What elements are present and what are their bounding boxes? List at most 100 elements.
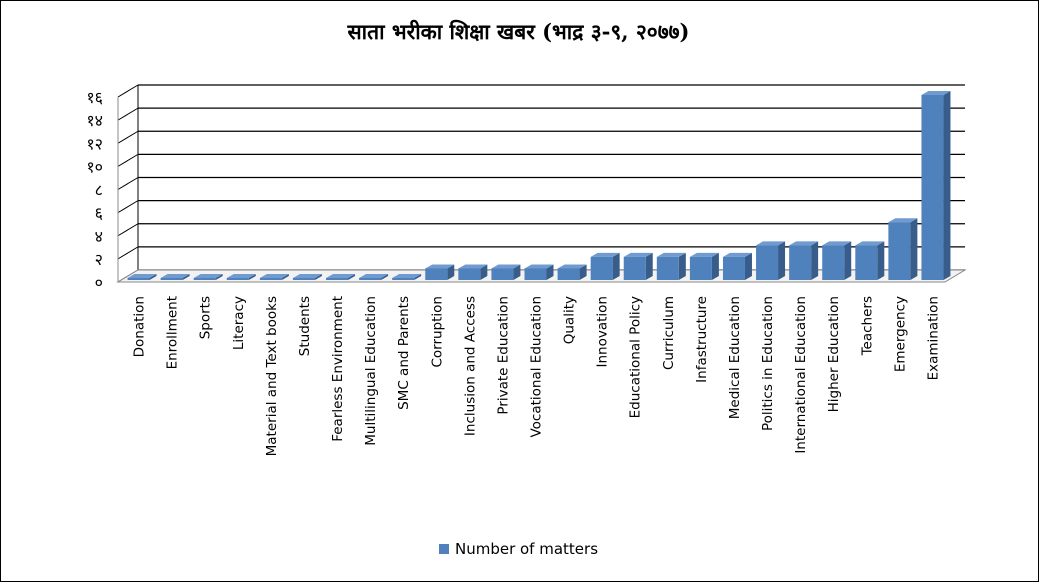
bar-top <box>292 274 322 278</box>
y-tick-label: १४ <box>86 111 103 130</box>
bar-side <box>348 274 356 280</box>
bar <box>524 268 547 280</box>
category-label: International Education <box>793 296 809 454</box>
bar <box>689 256 712 280</box>
category-label: Higher Education <box>826 296 842 412</box>
bar <box>127 278 150 280</box>
gridline-side <box>117 130 139 144</box>
gridline-side <box>117 246 139 260</box>
y-tick-label: १० <box>86 157 103 176</box>
bar-top <box>127 274 157 278</box>
bar-side <box>314 274 322 280</box>
bar-top <box>689 252 719 257</box>
gridline-side <box>117 84 139 98</box>
bar-top <box>822 241 852 246</box>
category-label: Private Education <box>495 296 511 415</box>
bar-top <box>590 252 620 257</box>
category-label: Quality <box>562 296 578 344</box>
bar-side <box>513 264 521 280</box>
bar-side <box>480 264 488 280</box>
y-tick-label: २ <box>95 250 103 269</box>
category-label: Donation <box>132 296 148 357</box>
bar <box>623 256 646 280</box>
bar <box>425 268 448 280</box>
y-tick-label: ४ <box>95 227 103 246</box>
bar-top <box>392 274 422 278</box>
y-tick-label: १२ <box>86 134 103 153</box>
bar-top <box>623 252 653 257</box>
bar-top <box>259 274 289 278</box>
bar-top <box>458 264 488 269</box>
bar-side <box>844 241 852 280</box>
category-label: Sports <box>198 296 214 339</box>
bar <box>193 278 216 280</box>
bar-side <box>877 241 885 280</box>
category-label: Examination <box>925 296 941 380</box>
bar <box>855 245 878 280</box>
bar-side <box>811 241 819 280</box>
bar <box>392 278 415 280</box>
bar <box>160 278 183 280</box>
category-label: Enrollment <box>165 296 181 369</box>
bar-side <box>215 274 223 280</box>
gridline-side <box>117 177 139 190</box>
bar-side <box>910 218 918 280</box>
bar <box>259 278 282 280</box>
category-label: Students <box>297 296 313 356</box>
bar-side <box>612 252 620 280</box>
category-label: Politics in Education <box>760 296 776 431</box>
bar <box>292 278 315 280</box>
gridline-side <box>117 200 139 214</box>
chart-title: साता भरीका शिक्षा खबर (भाद्र ३-९, २०७७) <box>347 19 690 44</box>
bar-side <box>447 264 455 280</box>
category-label: Corruption <box>429 296 445 368</box>
bar <box>226 278 249 280</box>
bar-side <box>579 264 587 280</box>
bar-top <box>524 264 554 269</box>
category-label: Vocational Education <box>529 296 545 438</box>
y-tick-label: ० <box>95 273 103 292</box>
legend-swatch <box>438 544 449 554</box>
bar-chart: ० २ ४ ६ ८ १० १२ १४ १६ Donation Enrollment Sports Lit… <box>86 84 967 456</box>
bar-side <box>943 91 951 280</box>
bar <box>590 256 613 280</box>
legend-label: Number of matters <box>454 540 599 558</box>
bar-side <box>248 274 256 280</box>
bar-side <box>414 274 422 280</box>
y-tick-label: १६ <box>86 88 103 107</box>
bar-side <box>778 241 786 280</box>
bar-side <box>546 264 554 280</box>
bar <box>921 95 944 280</box>
y-tick-label: ६ <box>95 204 103 223</box>
bar-side <box>281 274 289 280</box>
bar-top <box>425 264 455 269</box>
category-label: Literacy <box>231 296 247 350</box>
bar-top <box>491 264 521 269</box>
bar-top <box>326 274 356 278</box>
bar <box>491 268 514 280</box>
bar <box>326 278 349 280</box>
category-label: Material and Text books <box>264 296 280 456</box>
y-tick-label: ८ <box>95 181 103 200</box>
bar <box>888 222 911 280</box>
category-label: Inclusion and Access <box>462 296 478 436</box>
legend: Number of matters <box>0 540 1037 558</box>
bar-side <box>744 252 752 280</box>
bar-side <box>678 252 686 280</box>
bar-top <box>888 218 918 223</box>
bar <box>656 256 679 280</box>
category-label: Fearless Environment <box>330 296 346 442</box>
bar-top <box>921 91 951 95</box>
bar-top <box>722 252 752 257</box>
gridline-side <box>117 153 139 167</box>
bar <box>458 268 481 280</box>
category-label: Educational Policy <box>628 296 644 418</box>
bar <box>557 268 580 280</box>
bar <box>722 256 745 280</box>
bar-top <box>557 264 587 269</box>
bar-top <box>756 241 786 246</box>
category-label: Emergency <box>892 296 908 372</box>
bar-top <box>855 241 885 246</box>
bar-top <box>160 274 190 278</box>
bar-top <box>359 274 389 278</box>
